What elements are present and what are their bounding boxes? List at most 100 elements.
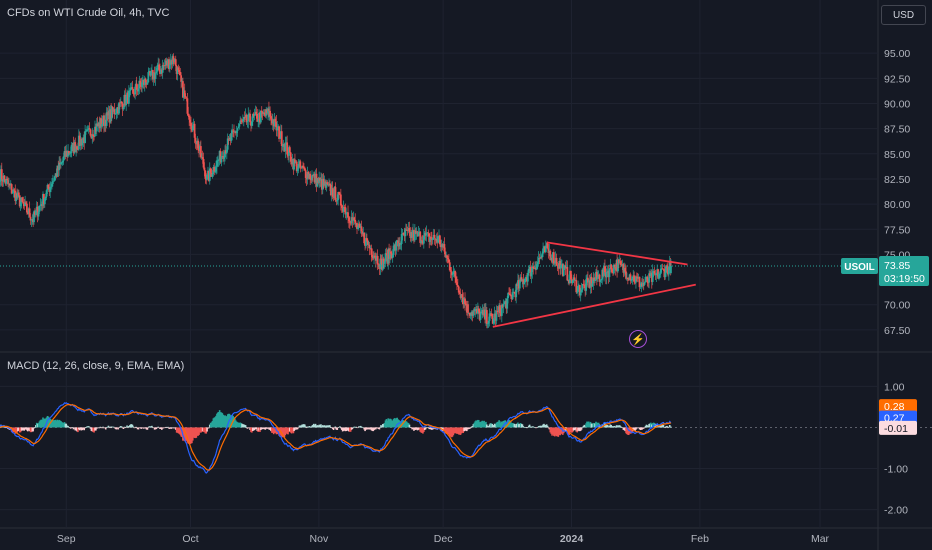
candle-body xyxy=(125,96,128,106)
macd-histogram-bar xyxy=(419,427,422,432)
macd-histogram-bar xyxy=(149,426,151,428)
macd-histogram-bar xyxy=(269,427,271,430)
macd-histogram-bar xyxy=(20,427,23,431)
macd-histogram-bar xyxy=(431,427,434,430)
candle-body xyxy=(329,183,331,185)
macd-histogram-bar xyxy=(517,422,519,428)
macd-histogram-bar xyxy=(226,416,228,428)
macd-histogram-bar xyxy=(535,427,537,429)
candle-body xyxy=(537,258,540,263)
macd-histogram-bar xyxy=(395,418,398,428)
macd-histogram-bar xyxy=(366,427,369,430)
macd-histogram-bar xyxy=(460,427,463,434)
macd-histogram-bar xyxy=(103,427,105,429)
macd-histogram-bar xyxy=(307,426,310,428)
candle-body xyxy=(648,273,651,283)
macd-histogram-bar xyxy=(375,427,378,429)
macd-histogram-bar xyxy=(160,427,162,429)
candle-body xyxy=(555,257,558,266)
candle-body xyxy=(500,304,503,316)
macd-histogram-bar xyxy=(321,425,324,428)
macd-histogram-bar xyxy=(370,427,373,431)
macd-histogram-bar xyxy=(170,427,173,429)
macd-histogram-bar xyxy=(177,427,180,434)
macd-indicator-title[interactable]: MACD (12, 26, close, 9, EMA, EMA) xyxy=(7,360,185,372)
macd-histogram-bar xyxy=(518,424,520,428)
candle-body xyxy=(294,159,296,164)
macd-histogram-bar xyxy=(633,427,635,432)
macd-histogram-bar xyxy=(488,424,491,428)
candle-body xyxy=(447,257,449,260)
macd-histogram-bar xyxy=(473,422,476,428)
macd-histogram-bar xyxy=(625,427,627,434)
candle-body xyxy=(497,311,500,313)
macd-histogram-bar xyxy=(426,427,429,429)
candle-body xyxy=(381,258,384,270)
macd-histogram-bar xyxy=(132,426,135,428)
macd-histogram-bar xyxy=(497,421,500,428)
macd-histogram-bar xyxy=(47,416,50,428)
macd-histogram-bar xyxy=(394,419,397,428)
time-axis-label: Mar xyxy=(811,533,830,545)
macd-histogram-bar xyxy=(48,418,51,428)
symbol-badge xyxy=(841,257,878,274)
macd-histogram-bar xyxy=(635,427,637,430)
candle-body xyxy=(595,271,598,279)
macd-histogram-bar xyxy=(629,427,632,434)
macd-histogram-bar xyxy=(192,427,195,438)
macd-histogram-bar xyxy=(334,427,337,429)
macd-histogram-bar xyxy=(641,427,643,430)
macd-histogram-bar xyxy=(560,427,562,435)
macd-histogram-bar xyxy=(212,418,215,428)
macd-histogram-bar xyxy=(80,427,83,431)
candle-body xyxy=(624,267,627,272)
macd-histogram-bar xyxy=(315,425,318,428)
macd-histogram-bar xyxy=(613,426,615,428)
macd-histogram-bar xyxy=(11,427,14,433)
candle-body xyxy=(273,118,276,127)
macd-histogram-bar xyxy=(204,427,207,434)
macd-histogram-bar xyxy=(545,424,548,428)
macd-histogram-bar xyxy=(79,427,82,430)
macd-histogram-bar xyxy=(596,422,599,428)
macd-histogram-bar xyxy=(233,417,235,428)
macd-histogram-bar xyxy=(142,427,144,429)
macd-histogram-bar xyxy=(418,427,421,430)
macd-histogram-bar xyxy=(553,427,556,437)
macd-histogram-bar xyxy=(195,427,198,438)
candle-body xyxy=(206,174,208,180)
macd-histogram-bar xyxy=(340,427,343,430)
macd-histogram-bar xyxy=(655,424,658,428)
macd-histogram-bar xyxy=(477,419,479,428)
currency-button[interactable]: USD xyxy=(881,5,926,25)
macd-histogram-bar xyxy=(390,420,393,428)
macd-histogram-bar xyxy=(114,427,117,429)
candle-body xyxy=(422,235,425,244)
macd-histogram-bar xyxy=(489,423,492,428)
macd-histogram-bar xyxy=(23,427,26,431)
candle-body xyxy=(662,268,665,270)
macd-histogram-bar xyxy=(68,427,70,428)
macd-histogram-bar xyxy=(260,427,262,431)
candle-body xyxy=(19,201,22,207)
macd-histogram-bar xyxy=(4,427,7,429)
candle-body xyxy=(608,269,611,278)
lightning-icon[interactable]: ⚡ xyxy=(629,330,647,348)
candle-body xyxy=(135,83,138,90)
candle-body xyxy=(353,217,356,220)
macd-histogram-bar xyxy=(345,427,348,432)
macd-histogram-bar xyxy=(302,424,304,428)
macd-histogram-bar xyxy=(162,427,165,429)
candle-body xyxy=(337,191,340,201)
candle-body xyxy=(383,261,386,264)
macd-histogram-bar xyxy=(522,426,525,428)
candle-body xyxy=(51,183,53,187)
macd-histogram-bar xyxy=(174,427,177,430)
time-axis-label: 2024 xyxy=(560,533,584,545)
macd-histogram-bar xyxy=(317,425,320,428)
candle-body xyxy=(492,318,495,324)
macd-histogram-bar xyxy=(117,427,119,430)
macd-histogram-bar xyxy=(70,427,73,429)
time-axis-label: Oct xyxy=(182,533,198,545)
